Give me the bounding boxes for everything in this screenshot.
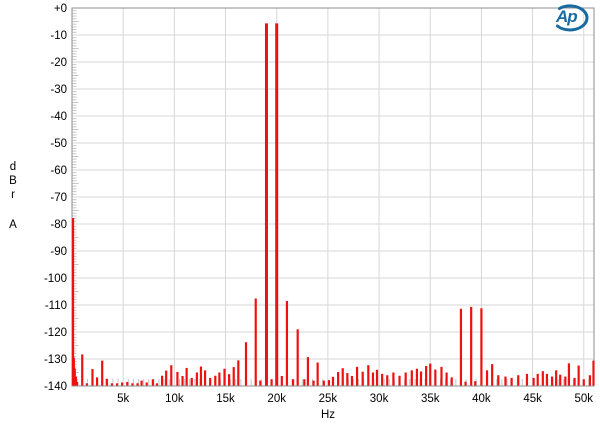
y-axis-unit-line-1: d — [9, 161, 17, 173]
y-tick-label: -130 — [44, 354, 67, 366]
x-tick-label: 35k — [421, 393, 440, 405]
x-tick-label: 20k — [267, 393, 286, 405]
y-tick-label: -120 — [44, 327, 67, 339]
plot-border — [71, 7, 595, 387]
x-tick-label: 50k — [574, 393, 593, 405]
y-tick-label: -40 — [50, 111, 67, 123]
y-tick-label: -100 — [44, 273, 67, 285]
audio-precision-logo: Ap — [549, 3, 591, 35]
y-tick-label: -90 — [50, 246, 67, 258]
y-axis-unit-label: d B r — [7, 160, 19, 202]
y-tick-label: -60 — [50, 165, 67, 177]
y-tick-label: -70 — [50, 192, 67, 204]
y-tick-label: -140 — [44, 381, 67, 393]
x-tick-label: 40k — [472, 393, 491, 405]
logo-text: Ap — [556, 7, 578, 26]
y-tick-label: +0 — [54, 3, 67, 15]
y-tick-label: -20 — [50, 57, 67, 69]
y-tick-label: -30 — [50, 84, 67, 96]
y-tick-label: -10 — [50, 30, 67, 42]
x-tick-label: 30k — [370, 393, 389, 405]
x-tick-label: 25k — [319, 393, 338, 405]
y-axis-unit-line-3: r — [11, 189, 15, 201]
x-tick-label: 10k — [165, 393, 184, 405]
y-tick-label: -110 — [45, 300, 67, 312]
x-tick-label: 5k — [117, 393, 129, 405]
logo-swoosh-icon — [555, 4, 589, 32]
y-tick-label: -50 — [50, 138, 67, 150]
x-tick-label: 15k — [216, 393, 235, 405]
y-tick-label: -80 — [50, 219, 67, 231]
y-axis-weighting-label: A — [9, 219, 17, 231]
x-tick-label: 45k — [523, 393, 542, 405]
y-axis-unit-line-2: B — [9, 175, 17, 187]
x-axis-unit-label: Hz — [320, 409, 336, 421]
